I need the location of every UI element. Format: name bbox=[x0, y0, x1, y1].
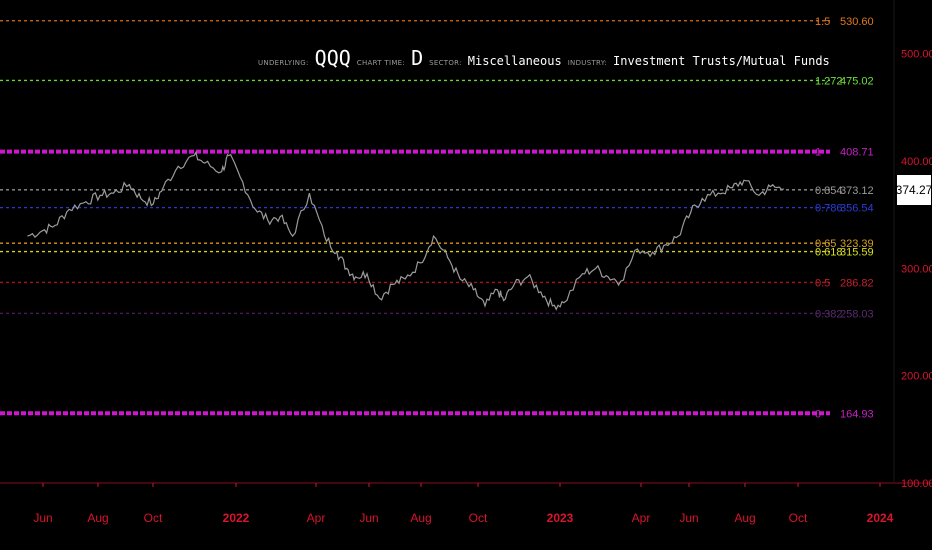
fib-ratio-label: 1.5 bbox=[815, 16, 830, 28]
fib-ratio-label: 1 bbox=[815, 147, 821, 159]
industry-value: Investment Trusts/Mutual Funds bbox=[613, 54, 830, 68]
fib-price-label: 408.71 bbox=[840, 147, 874, 159]
x-tick-label: Aug bbox=[734, 511, 755, 525]
industry-label: INDUSTRY: bbox=[567, 59, 608, 67]
fib-ratio-label: 0.618 bbox=[815, 247, 843, 259]
fib-ratio-label: 1.272 bbox=[815, 75, 843, 87]
price-line-series bbox=[27, 150, 784, 311]
y-tick-label: 100.00 bbox=[901, 478, 932, 490]
y-tick-label: 400.00 bbox=[901, 156, 932, 168]
fib-price-label: 373.12 bbox=[840, 185, 874, 197]
x-tick-label: Jun bbox=[679, 511, 698, 525]
x-tick-label: Oct bbox=[469, 511, 488, 525]
last-price-badge: 374.27 bbox=[896, 175, 932, 205]
y-tick-label: 200.00 bbox=[901, 371, 932, 383]
x-tick-label: Oct bbox=[789, 511, 808, 525]
sector-label: SECTOR: bbox=[429, 59, 462, 67]
fib-price-label: 530.60 bbox=[840, 16, 874, 28]
fib-ratio-label: 0 bbox=[815, 408, 821, 420]
fib-ratio-label: 0.5 bbox=[815, 277, 830, 289]
fib-price-label: 315.59 bbox=[840, 247, 874, 259]
x-tick-label: Aug bbox=[410, 511, 431, 525]
x-tick-label: 2023 bbox=[547, 511, 574, 525]
fib-ratio-label: 0.382 bbox=[815, 308, 843, 320]
x-axis[interactable]: Jun Aug Oct 2022 Apr Jun Aug Oct 2023 Apr Jun Aug Oc… bbox=[33, 483, 894, 525]
fib-price-label: 475.02 bbox=[840, 75, 874, 87]
sector-value: Miscellaneous bbox=[467, 54, 562, 68]
x-tick-label: 2024 bbox=[867, 511, 894, 525]
fib-price-label: 164.93 bbox=[840, 408, 874, 420]
y-axis[interactable]: 100.00 200.00 300.00 400.00 500.00 bbox=[901, 49, 932, 490]
fib-ratio-label: 0.854 bbox=[815, 185, 843, 197]
x-tick-label: 2022 bbox=[223, 511, 250, 525]
underlying-label: UNDERLYING: bbox=[258, 59, 309, 67]
y-tick-label: 500.00 bbox=[901, 49, 932, 61]
fib-price-label: 323.39 bbox=[840, 238, 874, 250]
chart-time-label: CHART TIME: bbox=[356, 59, 406, 67]
x-tick-label: Apr bbox=[632, 511, 651, 525]
fib-ratio-label: 0.786 bbox=[815, 203, 843, 215]
x-tick-label: Jun bbox=[359, 511, 378, 525]
fib-price-label: 286.82 bbox=[840, 277, 874, 289]
x-tick-label: Aug bbox=[87, 511, 108, 525]
fib-price-label: 356.54 bbox=[840, 203, 874, 215]
y-tick-label: 300.00 bbox=[901, 263, 932, 275]
x-tick-label: Apr bbox=[307, 511, 326, 525]
x-tick-label: Oct bbox=[144, 511, 163, 525]
chart-header: UNDERLYING: QQQ CHART TIME: D SECTOR: Mi… bbox=[258, 46, 830, 70]
fib-ratio-label: 0.65 bbox=[815, 238, 836, 250]
x-tick-label: Jun bbox=[33, 511, 52, 525]
underlying-symbol: QQQ bbox=[314, 46, 351, 70]
fib-levels bbox=[0, 20, 830, 416]
fib-price-label: 258.03 bbox=[840, 308, 874, 320]
chart-time-value: D bbox=[411, 46, 424, 70]
